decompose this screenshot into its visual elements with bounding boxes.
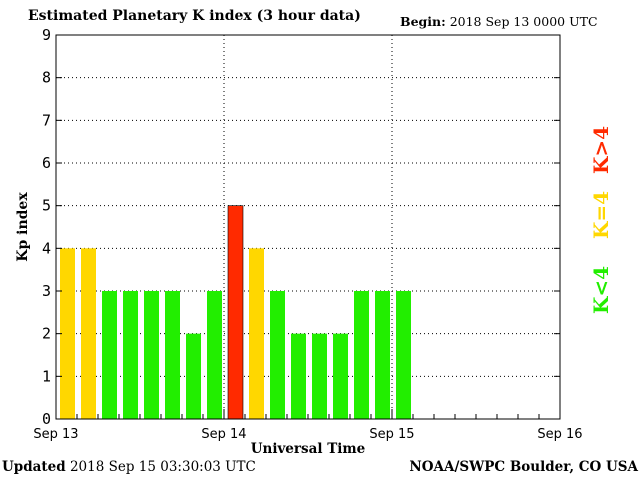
y-tick-label: 2 [42,325,51,343]
kp-bar [207,291,222,419]
updated-value: 2018 Sep 15 03:30:03 UTC [69,459,256,475]
kp-bar [396,291,411,419]
begin-label: Begin: [400,14,446,29]
kp-bar [144,291,159,419]
kp-bar [354,291,369,419]
kp-bar [333,333,348,419]
kp-bar [165,291,180,419]
x-tick-label: Sep 13 [33,427,78,442]
y-tick-label: 5 [42,197,51,215]
legend: K>4 K=4 K<4 [589,126,613,314]
kp-bar [312,333,327,419]
updated-timestamp: Updated 2018 Sep 15 03:30:03 UTC [2,459,256,475]
y-tick-label: 6 [42,154,51,172]
y-tick-label: 8 [42,69,51,87]
x-tick-label: Sep 16 [537,427,582,442]
y-tick-label: 9 [42,26,51,44]
kp-bar [186,333,201,419]
updated-label: Updated [2,459,66,475]
x-axis-label: Universal Time [251,441,366,457]
kp-bar [60,248,75,419]
kp-bar [291,333,306,419]
y-tick-label: 1 [42,367,51,385]
legend-low: K<4 [589,266,613,314]
x-tick-label: Sep 14 [201,427,246,442]
credit-line: NOAA/SWPC Boulder, CO USA [409,459,638,475]
y-tick-label: 0 [42,410,51,428]
begin-timestamp: Begin: 2018 Sep 13 0000 UTC [400,14,598,29]
y-tick-label: 4 [42,239,51,257]
chart-title: Estimated Planetary K index (3 hour data… [28,8,361,24]
y-tick-label: 3 [42,282,51,300]
kp-bar [227,205,244,420]
kp-bars [60,205,411,420]
axis-ticks [55,34,561,420]
kp-bar [249,248,264,419]
grid-lines [56,35,560,419]
legend-high: K>4 [589,126,613,174]
kp-bar [270,291,285,419]
kp-bar [375,291,390,419]
kp-bar [102,291,117,419]
x-tick-label: Sep 15 [369,427,414,442]
legend-equal: K=4 [589,191,613,239]
y-tick-label: 7 [42,111,51,129]
kp-bar [81,248,96,419]
begin-value: 2018 Sep 13 0000 UTC [449,14,598,29]
y-tick-labels: 0 1 2 3 4 5 6 7 8 9 [42,26,51,428]
plot-frame [55,34,561,420]
y-axis-label: Kp index [15,192,31,262]
x-tick-labels: Sep 13 Sep 14 Sep 15 Sep 16 [33,427,582,442]
kp-bar [123,291,138,419]
